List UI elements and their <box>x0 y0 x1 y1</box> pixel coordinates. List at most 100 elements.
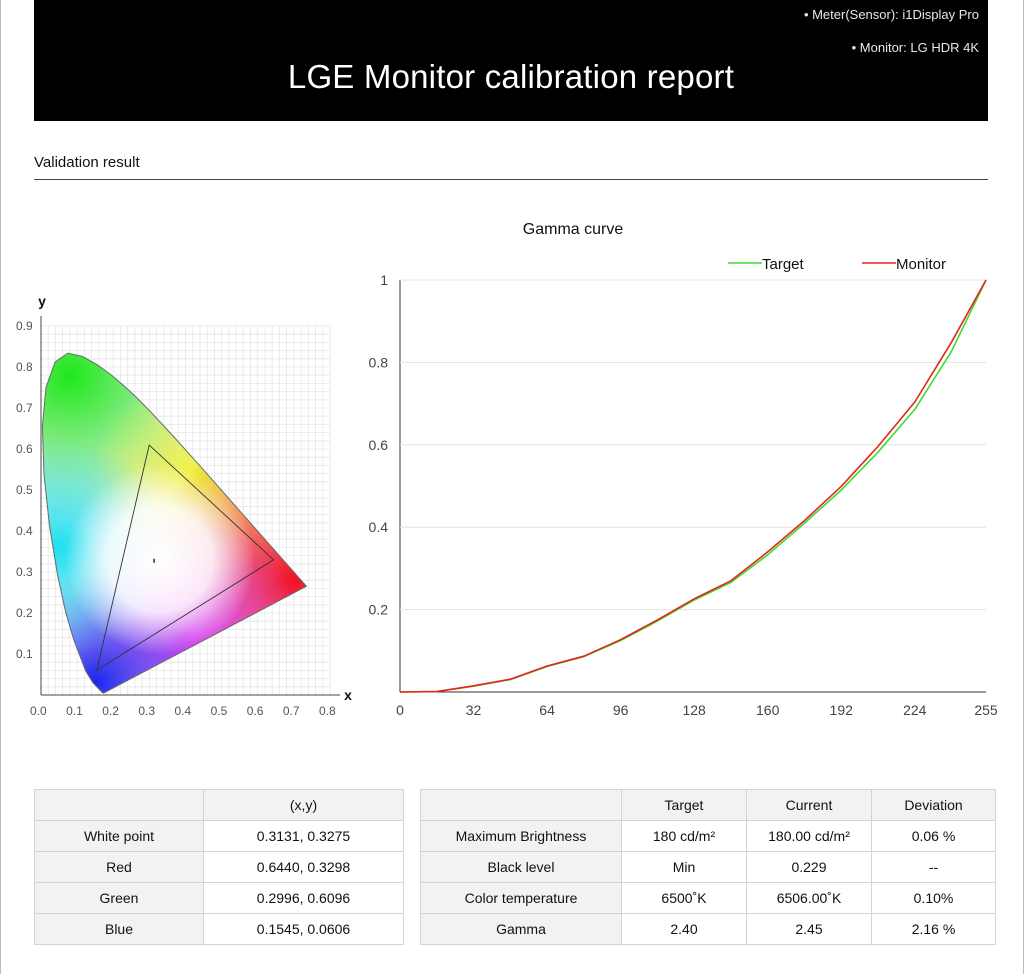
table-row: Red 0.6440, 0.3298 <box>34 851 404 883</box>
gamma-grid <box>399 279 986 693</box>
row-label: Gamma <box>420 913 622 945</box>
cie-y-tick-label: 0.1 <box>16 647 33 661</box>
white-point-dot <box>153 558 155 563</box>
table-cell: 2.45 <box>746 913 872 945</box>
metrics-table: Target Current Deviation Maximum Brightn… <box>420 789 996 945</box>
page-border-left <box>0 0 1 974</box>
table-cell: 0.1545, 0.0606 <box>203 913 404 945</box>
table-row: Blue 0.1545, 0.0606 <box>34 913 404 945</box>
legend-target-label: Target <box>762 256 805 273</box>
table-cell: 0.2996, 0.6096 <box>203 882 404 914</box>
row-label: Red <box>34 851 204 883</box>
gamma-y-tick-label: 0.4 <box>369 519 389 535</box>
legend-monitor-label: Monitor <box>896 256 946 273</box>
meter-sensor-label: • Meter(Sensor): i1Display Pro <box>803 7 979 22</box>
gamma-x-tick-label: 32 <box>466 702 482 718</box>
gamma-series-monitor <box>399 279 987 693</box>
table-row: Color temperature 6500˚K 6506.00˚K 0.10% <box>420 882 996 914</box>
table-cell: 0.229 <box>746 851 872 883</box>
gamma-y-tick-labels: 0.2 0.4 0.6 0.8 1 <box>369 272 389 618</box>
table-row: Green 0.2996, 0.6096 <box>34 882 404 914</box>
table-row: Black level Min 0.229 -- <box>420 851 996 883</box>
table-cell: 0.10% <box>871 882 996 914</box>
gamma-y-tick-label: 1 <box>380 272 388 288</box>
cie-y-tick-label: 0.7 <box>16 401 33 415</box>
table-header-cell: Current <box>746 789 872 821</box>
spectral-locus <box>41 352 308 694</box>
row-label: Maximum Brightness <box>420 820 622 852</box>
table-row: Gamma 2.40 2.45 2.16 % <box>420 913 996 945</box>
table-cell: 2.40 <box>621 913 747 945</box>
row-label: Color temperature <box>420 882 622 914</box>
section-divider <box>34 179 988 180</box>
table-row: Maximum Brightness 180 cd/m² 180.00 cd/m… <box>420 820 996 852</box>
table-header-row: (x,y) <box>34 789 404 821</box>
report-header: • Meter(Sensor): i1Display Pro • Monitor… <box>34 0 988 121</box>
section-title: Validation result <box>34 154 140 171</box>
table-header-cell <box>34 789 204 821</box>
table-cell: 180.00 cd/m² <box>746 820 872 852</box>
row-label: Green <box>34 882 204 914</box>
gamma-y-tick-label: 0.6 <box>369 437 389 453</box>
gamma-x-tick-label: 96 <box>613 702 629 718</box>
cie-x-tick-label: 0.8 <box>319 704 336 718</box>
cie-x-tick-label: 0.1 <box>66 704 83 718</box>
cie-x-axis-label: x <box>344 687 352 703</box>
cie-x-tick-label: 0.0 <box>30 704 47 718</box>
cie-x-tick-label: 0.6 <box>247 704 264 718</box>
row-label: Blue <box>34 913 204 945</box>
table-cell: 0.06 % <box>871 820 996 852</box>
table-header-cell: Target <box>621 789 747 821</box>
gamma-y-tick-label: 0.8 <box>369 354 389 370</box>
table-header-row: Target Current Deviation <box>420 789 996 821</box>
table-cell: 180 cd/m² <box>621 820 747 852</box>
table-cell: 6506.00˚K <box>746 882 872 914</box>
cie-y-tick-label: 0.4 <box>16 524 33 538</box>
row-label: White point <box>34 820 204 852</box>
cie-y-tick-label: 0.6 <box>16 442 33 456</box>
table-cell: 0.6440, 0.3298 <box>203 851 404 883</box>
cie-x-tick-label: 0.2 <box>102 704 119 718</box>
row-label: Black level <box>420 851 622 883</box>
cie-axes <box>40 316 340 696</box>
primaries-table: (x,y) White point 0.3131, 0.3275 Red 0.6… <box>34 789 404 945</box>
white-point-marker <box>153 558 155 563</box>
gamma-y-tick-label: 0.2 <box>369 602 389 618</box>
gamma-x-tick-label: 64 <box>539 702 555 718</box>
cie-y-tick-label: 0.9 <box>16 319 33 333</box>
cie-y-tick-labels: 0.1 0.2 0.3 0.4 0.5 0.6 0.7 0.8 0.9 <box>16 319 33 661</box>
gamma-legend: Target Monitor <box>728 256 946 273</box>
table-cell: 0.3131, 0.3275 <box>203 820 404 852</box>
table-cell: -- <box>871 851 996 883</box>
cie-y-tick-label: 0.3 <box>16 565 33 579</box>
report-title: LGE Monitor calibration report <box>287 58 735 95</box>
gamma-chart-title: Gamma curve <box>523 221 624 238</box>
cie-y-tick-label: 0.2 <box>16 606 33 620</box>
gamma-x-tick-label: 255 <box>974 702 998 718</box>
cie-x-tick-label: 0.7 <box>283 704 300 718</box>
table-row: White point 0.3131, 0.3275 <box>34 820 404 852</box>
monitor-label: • Monitor: LG HDR 4K <box>851 40 979 55</box>
table-cell: 6500˚K <box>621 882 747 914</box>
gamma-x-tick-label: 192 <box>830 702 854 718</box>
gamut-triangle <box>96 444 275 672</box>
gamma-x-tick-label: 0 <box>396 702 404 718</box>
table-cell: Min <box>621 851 747 883</box>
gamma-x-tick-label: 160 <box>756 702 780 718</box>
table-header-cell: Deviation <box>871 789 996 821</box>
cie-chromaticity-chart: 0.0 0.1 0.2 0.3 0.4 0.5 0.6 0.7 0.8 0.1 0.2 0.3 0.4… <box>16 293 352 718</box>
table-header-cell: (x,y) <box>203 789 404 821</box>
cie-x-tick-label: 0.3 <box>138 704 155 718</box>
cie-x-tick-label: 0.5 <box>211 704 228 718</box>
table-cell: 2.16 % <box>871 913 996 945</box>
gamma-x-tick-label: 128 <box>682 702 706 718</box>
gamma-x-tick-labels: 0 32 64 96 128 160 192 224 255 <box>396 702 998 718</box>
gamma-curve-chart: Gamma curve 0.2 0.4 0.6 0.8 1 0 32 64 96 128 160 1… <box>369 221 998 718</box>
gamma-series-lines <box>399 279 987 693</box>
gamma-series-target <box>399 279 987 693</box>
cie-y-tick-label: 0.5 <box>16 483 33 497</box>
gamma-x-tick-label: 224 <box>903 702 927 718</box>
cie-y-tick-label: 0.8 <box>16 360 33 374</box>
table-header-cell <box>420 789 622 821</box>
cie-x-tick-label: 0.4 <box>175 704 192 718</box>
